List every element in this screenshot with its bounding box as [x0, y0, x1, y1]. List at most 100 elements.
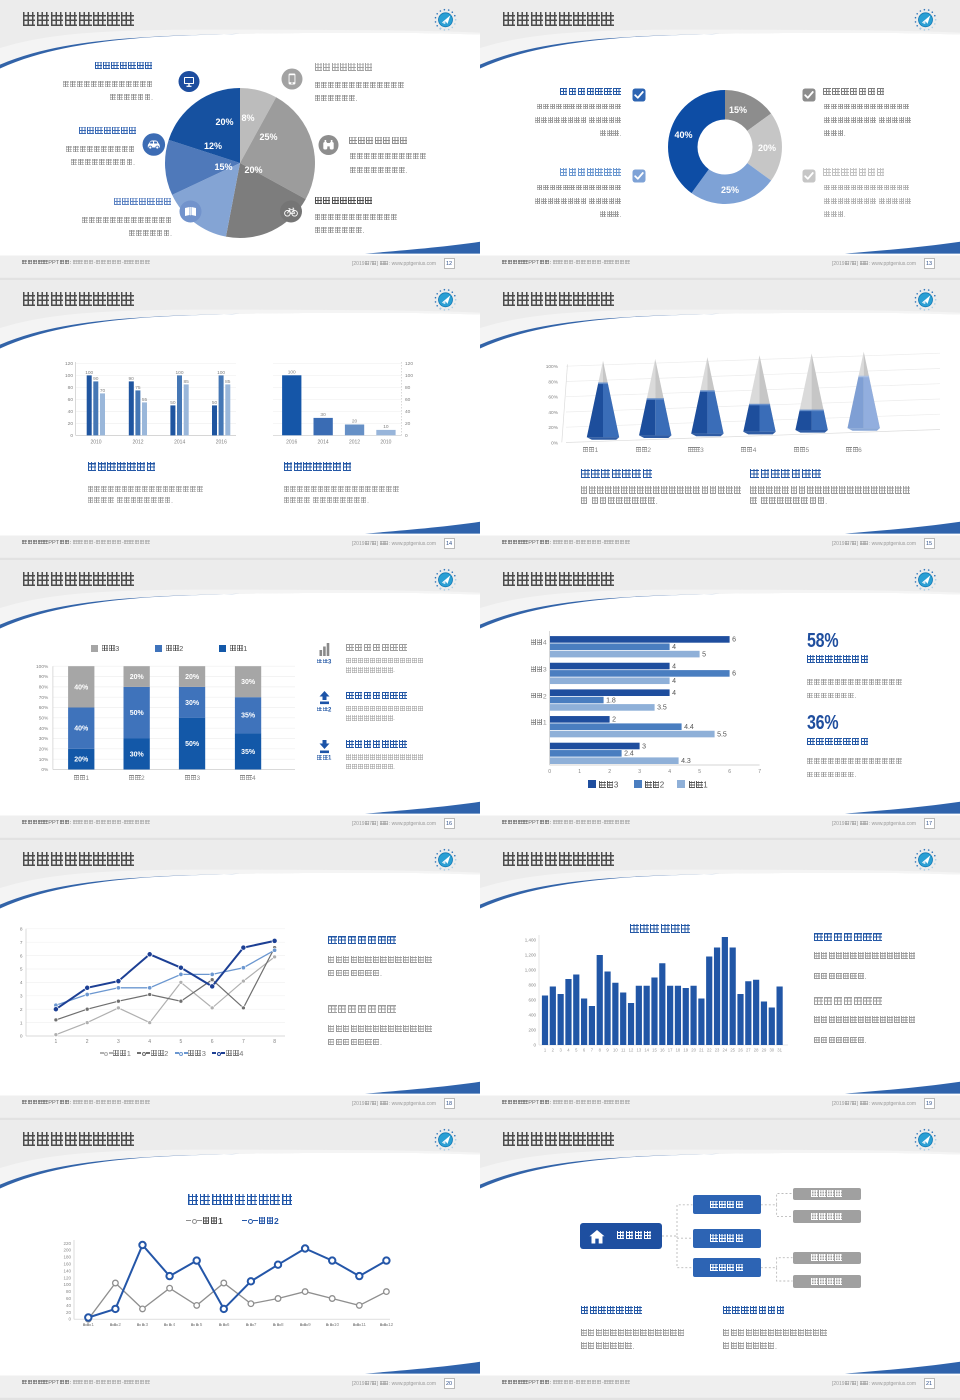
- svg-text:7: 7: [20, 940, 23, 946]
- svg-text:220: 220: [63, 1241, 71, 1246]
- svg-text:80: 80: [68, 385, 74, 391]
- svg-text:15: 15: [652, 1048, 657, 1053]
- svg-text:4: 4: [672, 678, 676, 685]
- svg-text:90%: 90%: [39, 674, 49, 680]
- svg-text:7: 7: [758, 769, 761, 775]
- svg-text:0: 0: [20, 1034, 23, 1040]
- svg-text:35%: 35%: [241, 749, 256, 756]
- svg-text:400: 400: [528, 1013, 536, 1018]
- svg-text:40%: 40%: [74, 726, 89, 733]
- svg-text:30: 30: [320, 412, 326, 418]
- svg-text:85: 85: [184, 379, 190, 385]
- svg-text:6: 6: [732, 671, 736, 678]
- svg-text:100: 100: [85, 370, 93, 376]
- svg-text:200: 200: [63, 1248, 71, 1253]
- svg-text:600: 600: [528, 998, 536, 1003]
- svg-text:60: 60: [405, 397, 411, 403]
- svg-text:5: 5: [20, 967, 23, 973]
- svg-text:80%: 80%: [548, 379, 558, 385]
- svg-text:800: 800: [528, 983, 536, 988]
- svg-text:13: 13: [637, 1048, 642, 1053]
- svg-text:8: 8: [273, 1039, 276, 1045]
- svg-text:100: 100: [63, 1282, 71, 1287]
- svg-text:0%: 0%: [41, 767, 49, 773]
- svg-text:40: 40: [68, 409, 74, 415]
- svg-text:40%: 40%: [74, 684, 89, 691]
- svg-text:4: 4: [668, 769, 671, 775]
- svg-text:70%: 70%: [39, 695, 49, 701]
- svg-text:20%: 20%: [130, 674, 145, 681]
- svg-text:120: 120: [63, 1275, 71, 1280]
- svg-text:4.4: 4.4: [684, 724, 694, 731]
- svg-text:120: 120: [65, 361, 73, 367]
- svg-text:120: 120: [405, 361, 413, 367]
- svg-text:50: 50: [170, 400, 176, 406]
- svg-text:24: 24: [723, 1048, 728, 1053]
- svg-text:3: 3: [638, 769, 641, 775]
- svg-text:1,400: 1,400: [525, 938, 537, 943]
- svg-text:20%: 20%: [39, 747, 49, 753]
- svg-text:2: 2: [552, 1048, 555, 1053]
- svg-text:30%: 30%: [185, 700, 200, 707]
- svg-text:2014: 2014: [174, 440, 185, 446]
- svg-text:0: 0: [533, 1043, 536, 1048]
- svg-text:80%: 80%: [39, 685, 49, 691]
- svg-text:30%: 30%: [130, 751, 145, 758]
- svg-text:4: 4: [20, 980, 23, 986]
- svg-text:5: 5: [702, 651, 706, 658]
- svg-text:20%: 20%: [74, 757, 89, 764]
- svg-text:5: 5: [698, 769, 701, 775]
- svg-text:1: 1: [55, 1039, 58, 1045]
- svg-text:100: 100: [217, 370, 225, 376]
- svg-text:40: 40: [66, 1303, 72, 1308]
- svg-text:1.8: 1.8: [606, 697, 616, 704]
- svg-text:20: 20: [66, 1310, 72, 1315]
- svg-text:14: 14: [644, 1048, 649, 1053]
- svg-text:23: 23: [715, 1048, 720, 1053]
- svg-text:20%: 20%: [548, 425, 558, 431]
- svg-text:30%: 30%: [39, 736, 49, 742]
- svg-text:1: 1: [20, 1020, 23, 1026]
- svg-text:100: 100: [175, 370, 183, 376]
- svg-text:85: 85: [225, 379, 231, 385]
- svg-text:5: 5: [180, 1039, 183, 1045]
- svg-text:2012: 2012: [132, 440, 143, 446]
- svg-text:16: 16: [660, 1048, 665, 1053]
- svg-text:26: 26: [738, 1048, 743, 1053]
- svg-text:4: 4: [672, 663, 676, 670]
- svg-text:0: 0: [68, 1317, 71, 1322]
- svg-text:5.5: 5.5: [717, 731, 727, 738]
- svg-text:21: 21: [699, 1048, 704, 1053]
- svg-text:2016: 2016: [286, 440, 297, 446]
- svg-text:22: 22: [707, 1048, 712, 1053]
- svg-text:100%: 100%: [546, 364, 559, 370]
- svg-text:6: 6: [732, 637, 736, 644]
- svg-text:4: 4: [148, 1039, 151, 1045]
- svg-text:31: 31: [777, 1048, 782, 1053]
- svg-text:8: 8: [599, 1048, 602, 1053]
- svg-text:20: 20: [691, 1048, 696, 1053]
- svg-text:2: 2: [20, 1007, 23, 1013]
- svg-text:80: 80: [66, 1289, 72, 1294]
- svg-text:9: 9: [606, 1048, 609, 1053]
- svg-text:30: 30: [769, 1048, 774, 1053]
- svg-text:27: 27: [746, 1048, 751, 1053]
- svg-text:20: 20: [352, 419, 358, 425]
- svg-text:10: 10: [383, 424, 389, 430]
- svg-text:100: 100: [405, 373, 413, 379]
- svg-text:1,000: 1,000: [525, 968, 537, 973]
- svg-text:10: 10: [613, 1048, 618, 1053]
- svg-text:60%: 60%: [548, 395, 558, 401]
- svg-text:7: 7: [591, 1048, 594, 1053]
- svg-text:2.4: 2.4: [624, 751, 634, 758]
- svg-text:70: 70: [100, 388, 106, 394]
- svg-text:20: 20: [68, 421, 74, 427]
- svg-text:11: 11: [621, 1048, 626, 1053]
- svg-text:2: 2: [612, 717, 616, 724]
- svg-text:0: 0: [405, 433, 408, 439]
- svg-text:5: 5: [575, 1048, 578, 1053]
- svg-text:90: 90: [129, 376, 135, 382]
- svg-text:20: 20: [405, 421, 411, 427]
- svg-text:50%: 50%: [130, 710, 145, 717]
- svg-text:2: 2: [86, 1039, 89, 1045]
